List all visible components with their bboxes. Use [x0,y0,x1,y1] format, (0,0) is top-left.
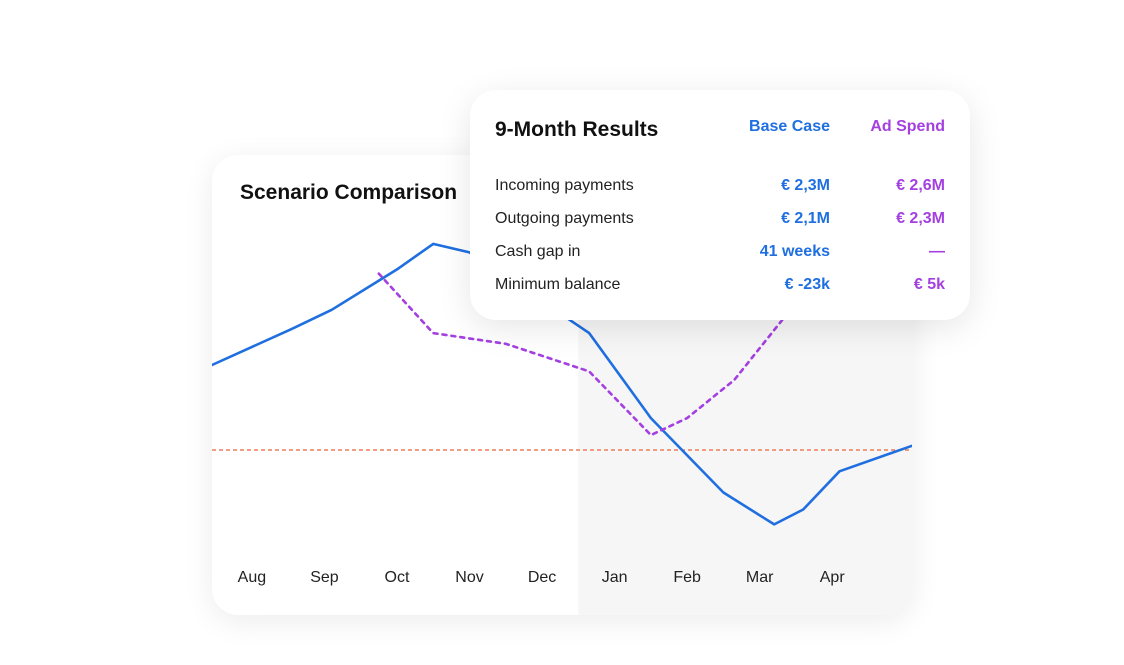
cash-gap-base-value: 41 weeks [759,243,830,260]
results-card: 9-Month Results Base Case Ad Spend Incom… [470,90,970,320]
row-label-incoming: Incoming payments [495,177,634,194]
x-tick-label-jan: Jan [602,569,628,586]
row-label-cash-gap: Cash gap in [495,243,581,260]
incoming-base-value: € 2,3M [781,177,830,194]
x-tick-label-sep: Sep [310,569,339,586]
x-tick-label-feb: Feb [673,569,701,586]
minimum-balance-base-value: € -23k [784,276,830,293]
x-tick-label-aug: Aug [238,569,266,586]
row-label-outgoing: Outgoing payments [495,210,634,227]
x-tick-label-apr: Apr [820,569,846,586]
outgoing-ad-value: € 2,3M [896,210,945,227]
minimum-balance-ad-value: € 5k [913,276,945,293]
column-header-ad-spend: Ad Spend [870,118,945,135]
outgoing-base-value: € 2,1M [781,210,830,227]
cash-gap-ad-value: — [929,243,945,260]
x-tick-label-mar: Mar [746,569,774,586]
series-line-base [212,242,912,526]
x-tick-label-dec: Dec [528,569,556,586]
column-header-base-case: Base Case [749,118,830,135]
chart-title: Scenario Comparison [240,181,458,204]
x-tick-label-nov: Nov [455,569,483,586]
incoming-ad-value: € 2,6M [896,177,945,194]
results-title: 9-Month Results [495,118,659,141]
row-label-minimum-balance: Minimum balance [495,276,621,293]
x-tick-label-oct: Oct [385,569,410,586]
